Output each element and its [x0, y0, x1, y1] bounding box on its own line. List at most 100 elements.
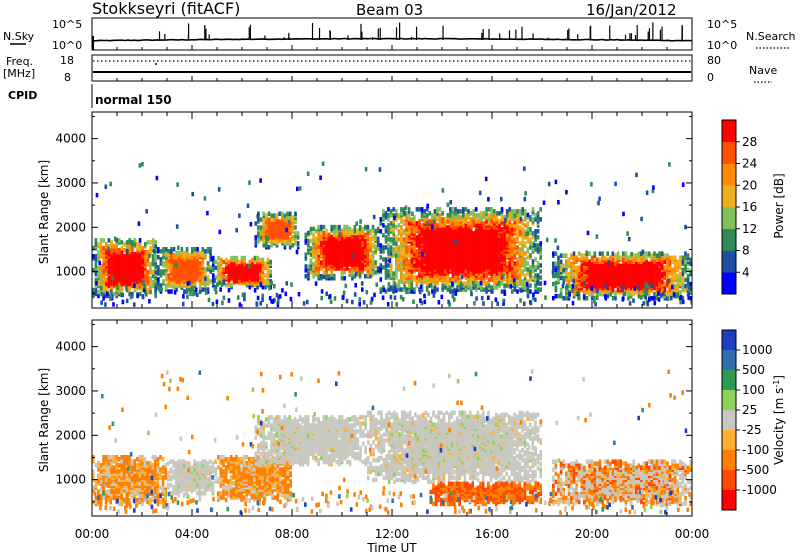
scatter-cell	[428, 219, 432, 224]
scatter-cell	[521, 211, 524, 216]
freq-tick-bottom: 8	[64, 71, 71, 84]
scatter-cell	[155, 175, 159, 181]
scatter-cell	[369, 300, 373, 305]
scatter-cell	[205, 290, 208, 295]
scatter-cell	[410, 249, 414, 254]
scatter-cell	[400, 251, 403, 256]
scatter-cell	[655, 285, 659, 291]
scatter-cell	[238, 213, 241, 218]
scatter-cell	[596, 288, 599, 294]
scatter-cell	[102, 273, 105, 279]
nsearch-tick-bottom: 10^0	[707, 39, 737, 52]
scatter-cell	[259, 229, 263, 234]
scatter-cell	[451, 273, 455, 278]
scatter-cell	[214, 275, 218, 280]
scatter-cell	[175, 251, 178, 256]
scatter-cell	[314, 236, 318, 242]
scatter-cell	[523, 273, 527, 278]
scatter-cell	[222, 259, 225, 265]
scatter-cell	[407, 221, 411, 226]
scatter-cell	[590, 296, 594, 301]
scatter-cell	[498, 263, 501, 268]
scatter-cell	[273, 239, 276, 244]
scatter-cell	[369, 262, 372, 267]
scatter-cell	[379, 243, 383, 248]
scatter-cell	[557, 200, 560, 205]
scatter-cell	[493, 213, 496, 218]
scatter-cell	[387, 207, 390, 212]
scatter-cell	[99, 246, 103, 251]
scatter-cell	[267, 239, 271, 244]
scatter-cell	[511, 227, 514, 232]
nave-label: Nave	[749, 64, 777, 77]
scatter-cell	[330, 268, 333, 273]
scatter-cell	[217, 255, 220, 261]
scatter-cell	[529, 231, 532, 236]
scatter-cell	[325, 236, 328, 242]
scatter-cell	[371, 250, 375, 255]
scatter-cell	[431, 277, 434, 282]
scatter-cell	[366, 258, 370, 263]
scatter-cell	[397, 253, 401, 258]
scatter-cell	[217, 261, 220, 267]
scatter-cell	[407, 279, 411, 284]
scatter-cell	[358, 297, 362, 302]
scatter-cell	[107, 244, 111, 249]
scatter-cell	[531, 247, 535, 252]
scatter-cell	[384, 289, 388, 294]
scatter-cell	[149, 289, 152, 295]
scatter-cell	[387, 273, 390, 278]
scatter-cell	[425, 207, 429, 212]
scatter-cell	[663, 259, 667, 264]
scatter-cell	[115, 238, 118, 243]
scatter-cell	[392, 227, 395, 232]
scatter-cell	[206, 261, 210, 266]
scatter-cell	[253, 259, 257, 265]
scatter-cell	[312, 244, 315, 249]
scatter-cell	[146, 258, 150, 263]
scatter-cell	[531, 241, 535, 246]
scatter-cell	[459, 227, 463, 232]
scatter-cell	[529, 227, 532, 232]
scatter-cell	[264, 279, 267, 284]
scatter-cell	[684, 265, 687, 271]
scatter-cell	[658, 261, 661, 266]
scatter-cell	[307, 230, 310, 236]
scatter-cell	[330, 238, 333, 244]
scatter-cell	[671, 267, 674, 273]
scatter-cell	[366, 254, 370, 259]
scatter-cell	[220, 282, 224, 287]
scatter-cell	[373, 292, 376, 298]
scatter-cell	[198, 251, 202, 256]
scatter-cell	[594, 302, 597, 307]
scatter-cell	[539, 247, 542, 252]
scatter-cell	[105, 242, 108, 247]
scatter-cell	[99, 263, 103, 269]
scatter-cell	[660, 259, 664, 264]
scatter-cell	[562, 275, 565, 281]
scatter-cell	[531, 207, 535, 212]
scatter-cell	[513, 255, 517, 260]
scatter-cell	[467, 209, 470, 214]
scatter-cell	[480, 223, 483, 228]
scatter-cell	[531, 235, 535, 240]
scatter-cell	[160, 287, 163, 292]
scatter-cell	[378, 167, 382, 172]
scatter-cell	[482, 273, 486, 278]
scatter-cell	[570, 273, 573, 279]
scatter-cell	[264, 261, 267, 267]
scatter-cell	[536, 280, 539, 286]
scatter-cell	[320, 230, 323, 236]
scatter-cell	[358, 224, 362, 230]
scatter-cell	[405, 273, 408, 278]
scatter-cell	[180, 247, 184, 252]
scatter-cell	[384, 211, 388, 216]
scatter-cell	[353, 274, 357, 279]
scatter-cell	[151, 269, 155, 275]
scatter-cell	[158, 287, 161, 292]
scatter-cell	[269, 259, 272, 265]
scatter-cell	[144, 250, 147, 255]
scatter-cell	[175, 287, 178, 292]
scatter-cell	[105, 277, 108, 283]
scatter-cell	[325, 291, 328, 296]
